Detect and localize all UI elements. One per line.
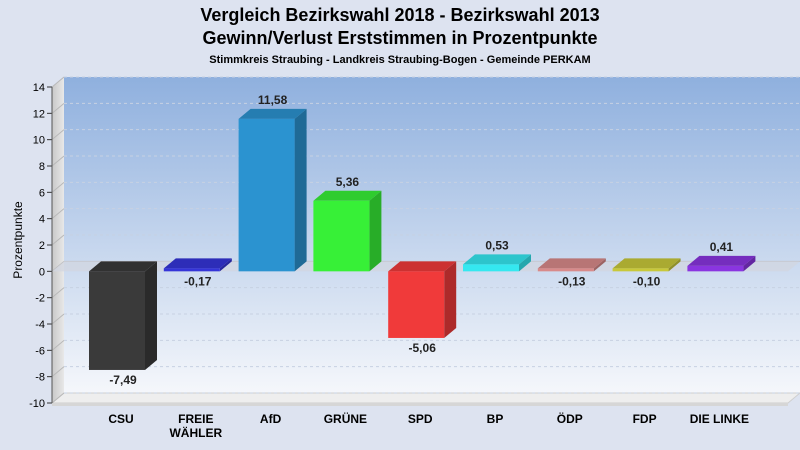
bar-3 bbox=[238, 108, 307, 272]
bar-top bbox=[537, 258, 606, 269]
bar-front bbox=[238, 118, 295, 272]
gridline-side bbox=[51, 76, 65, 88]
x-category-label: GRÜNE bbox=[324, 411, 367, 426]
bar-front bbox=[612, 268, 669, 272]
gridline-side bbox=[51, 392, 65, 404]
gridline-side bbox=[51, 102, 65, 114]
bar-top bbox=[463, 254, 531, 265]
bar-top bbox=[388, 261, 457, 272]
gridline-side bbox=[51, 287, 65, 299]
bar-front bbox=[537, 268, 594, 272]
y-tick-label: 14 bbox=[33, 82, 45, 94]
bar-front bbox=[388, 271, 445, 338]
gridline-side bbox=[51, 234, 65, 246]
gridline-side bbox=[51, 129, 65, 141]
x-category-label: SPD bbox=[408, 412, 433, 426]
bar-top bbox=[89, 261, 157, 272]
bar-side bbox=[219, 258, 232, 272]
bar-7 bbox=[537, 258, 606, 272]
bar-side bbox=[593, 258, 606, 272]
x-category-label: ÖDP bbox=[557, 411, 583, 426]
y-tick-label: -4 bbox=[35, 319, 45, 331]
bar-top bbox=[313, 190, 382, 201]
chart-subtitle: Stimmkreis Straubing - Landkreis Straubi… bbox=[209, 54, 591, 66]
bar-1 bbox=[89, 261, 157, 370]
gridline-side bbox=[51, 208, 65, 220]
bar-6 bbox=[463, 254, 531, 272]
bar-4 bbox=[313, 190, 382, 272]
x-category-label: FDP bbox=[633, 412, 657, 426]
bar-side bbox=[444, 261, 457, 338]
bar-5 bbox=[388, 261, 457, 338]
y-tick-label: -10 bbox=[29, 398, 45, 410]
bar-8 bbox=[612, 258, 681, 272]
bar-2 bbox=[163, 258, 232, 272]
y-tick-label: -2 bbox=[35, 293, 45, 305]
bar-side bbox=[145, 261, 157, 370]
y-tick-label: 8 bbox=[39, 161, 45, 173]
bar-top bbox=[612, 258, 681, 269]
y-tick-label: 2 bbox=[39, 240, 45, 252]
bar-side bbox=[294, 108, 307, 272]
gridline-side bbox=[51, 181, 65, 193]
bar-front bbox=[687, 265, 744, 272]
y-tick-label: 10 bbox=[33, 135, 45, 147]
bar-side bbox=[369, 190, 382, 272]
bar-side bbox=[668, 258, 681, 272]
chart-title-line1: Vergleich Bezirkswahl 2018 - Bezirkswahl… bbox=[200, 5, 600, 25]
bar-value-label: -7,49 bbox=[109, 373, 137, 387]
bar-side bbox=[519, 254, 531, 272]
bar-front bbox=[313, 200, 370, 272]
x-category-label: BP bbox=[487, 412, 504, 426]
bar-side bbox=[743, 255, 756, 272]
plot-floor bbox=[50, 392, 800, 404]
bar-9 bbox=[687, 255, 756, 272]
x-category-label: CSU bbox=[108, 412, 133, 426]
bar-value-label: -5,06 bbox=[409, 341, 437, 355]
bar-value-label: 11,58 bbox=[258, 93, 288, 107]
y-tick-label: -8 bbox=[35, 372, 45, 384]
y-tick-label: -6 bbox=[35, 345, 45, 357]
x-category-label: DIE LINKE bbox=[690, 412, 749, 426]
bar-value-label: 0,41 bbox=[710, 240, 734, 254]
x-category-label: FREIE bbox=[178, 412, 213, 426]
bar-front bbox=[89, 271, 145, 370]
y-tick-label: 0 bbox=[39, 266, 45, 278]
y-tick-label: 4 bbox=[39, 214, 45, 226]
gridline-side bbox=[51, 366, 65, 378]
y-axis-label: Prozentpunkte bbox=[11, 201, 25, 279]
bar-value-label: 0,53 bbox=[485, 238, 509, 252]
bar-top bbox=[238, 108, 307, 119]
plot-floor-edge bbox=[52, 403, 788, 406]
gridline-side bbox=[51, 313, 65, 325]
bar-front bbox=[463, 264, 519, 272]
bar-front bbox=[163, 268, 220, 272]
bar-value-label: 5,36 bbox=[336, 175, 360, 189]
y-tick-label: 12 bbox=[33, 108, 45, 120]
chart-title-line2: Gewinn/Verlust Erststimmen in Prozentpun… bbox=[202, 28, 598, 48]
bar-value-label: -0,13 bbox=[558, 274, 586, 288]
bar-top bbox=[687, 255, 756, 266]
bar-top bbox=[163, 258, 232, 269]
gridline-side bbox=[51, 155, 65, 167]
bar-value-label: -0,17 bbox=[184, 274, 212, 288]
x-category-label: AfD bbox=[260, 412, 282, 426]
x-category-label: WÄHLER bbox=[169, 425, 222, 440]
gridline-side bbox=[51, 339, 65, 351]
bar-value-label: -0,10 bbox=[633, 274, 661, 288]
y-tick-label: 6 bbox=[39, 187, 45, 199]
